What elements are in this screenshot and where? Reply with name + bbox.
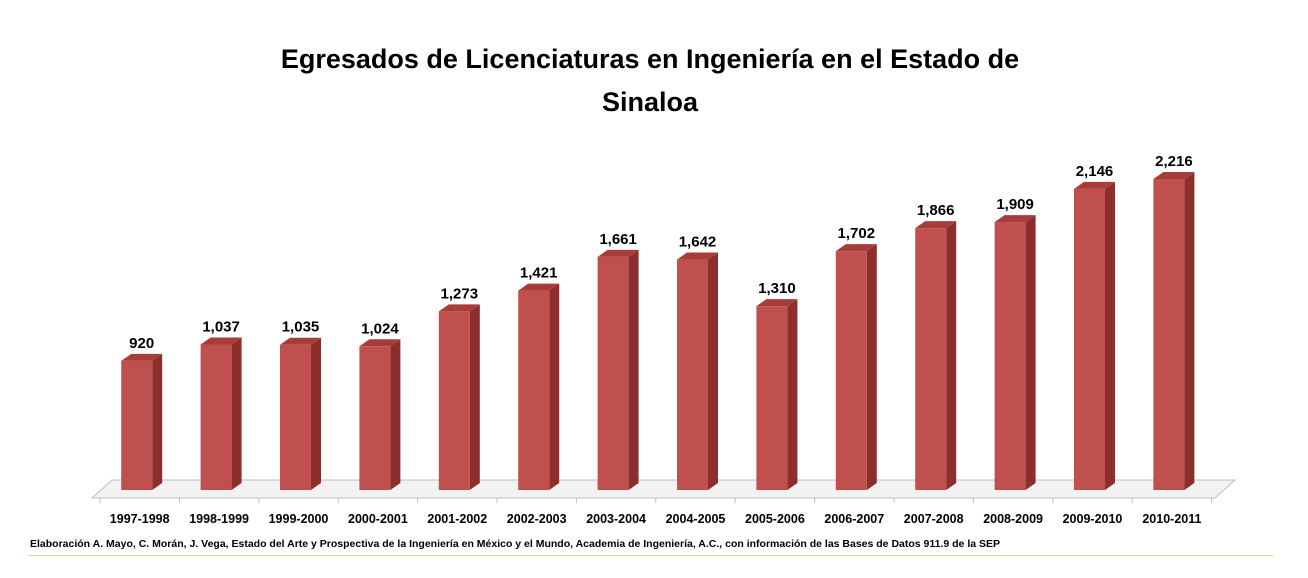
bar-top [1153, 172, 1195, 179]
bar-top [994, 215, 1036, 223]
bar [835, 251, 867, 490]
x-tick-label: 1998-1999 [189, 512, 249, 526]
x-tick-label: 2001-2002 [427, 512, 487, 526]
bar [200, 344, 232, 490]
bar-top [597, 249, 639, 257]
data-label: 2,146 [1076, 163, 1114, 180]
data-label: 1,909 [996, 196, 1034, 213]
x-tick-label: 1999-2000 [269, 512, 329, 526]
data-label: 1,310 [758, 280, 796, 297]
x-tick-label: 2010-2011 [1142, 512, 1201, 526]
bar-side [946, 221, 957, 490]
data-label: 1,035 [282, 319, 320, 336]
bar-top [518, 283, 560, 291]
x-tick-label: 1997-1998 [110, 512, 170, 526]
bar-side [1025, 215, 1036, 491]
data-label: 1,642 [679, 234, 717, 251]
data-label: 1,037 [202, 318, 240, 335]
source-divider [28, 555, 1273, 556]
bar [438, 311, 470, 490]
bar-top [280, 337, 321, 345]
chart-title-line2: Sinaloa [601, 87, 699, 117]
data-label: 1,024 [361, 320, 399, 337]
bar [518, 290, 550, 490]
bar-side [390, 339, 401, 490]
bar-top [1074, 181, 1115, 189]
chart-floor [90, 479, 1237, 499]
bar-side [152, 353, 163, 490]
data-label: 1,661 [599, 231, 637, 248]
bar-side [1184, 172, 1195, 490]
bar [359, 346, 391, 490]
data-label: 1,702 [838, 225, 876, 242]
x-tick-label: 2003-2004 [586, 512, 646, 526]
bar-side [708, 252, 718, 490]
bar [1074, 188, 1105, 490]
x-tick-label: 2000-2001 [348, 512, 408, 526]
bar [756, 306, 788, 490]
chart-title-line1: Egresados de Licenciaturas en Ingeniería… [280, 44, 1020, 74]
source-note: Elaboración A. Mayo, C. Morán, J. Vega, … [30, 538, 1000, 550]
bar-side [628, 249, 639, 490]
x-tick-label: 2006-2007 [824, 512, 884, 526]
x-tick-label: 2008-2009 [983, 512, 1043, 526]
data-label: 2,216 [1155, 153, 1193, 170]
bar-side [1105, 181, 1115, 490]
bar-side [231, 337, 242, 490]
bar [597, 256, 629, 490]
x-tick-label: 2009-2010 [1063, 512, 1123, 526]
bar [677, 259, 708, 490]
bar-top [835, 244, 877, 252]
data-label: 1,421 [520, 265, 558, 282]
bar-side [787, 299, 798, 490]
bar [1153, 179, 1185, 490]
bar-side [311, 337, 321, 490]
bar-top [677, 252, 718, 260]
data-label: 1,273 [441, 285, 479, 302]
x-tick-label: 2002-2003 [507, 512, 567, 526]
x-tick-label: 2005-2006 [745, 512, 805, 526]
x-tick-label: 2007-2008 [904, 512, 964, 526]
bar [994, 222, 1026, 491]
bar-side [549, 283, 560, 490]
chart-title: Egresados de Licenciaturas en Ingeniería… [0, 38, 1300, 124]
data-label: 920 [129, 335, 154, 352]
bar-top [438, 304, 480, 312]
x-tick-label: 2004-2005 [666, 512, 726, 526]
data-label: 1,866 [917, 202, 955, 219]
bar-top [359, 339, 401, 347]
bar [121, 360, 153, 490]
bar-top [756, 299, 798, 307]
bar [280, 344, 311, 490]
bar-side [469, 304, 480, 490]
bar-top [121, 353, 163, 361]
bar-top [200, 337, 242, 345]
bar-side [866, 244, 877, 490]
bar-top [915, 221, 957, 229]
bar [915, 228, 947, 490]
